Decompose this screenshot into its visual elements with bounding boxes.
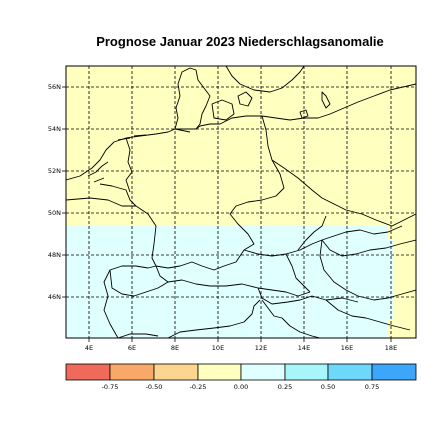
lat-label-48n: 48N [48, 251, 61, 259]
lat-label-50n: 50N [48, 209, 61, 217]
colorbar-label-6: 0.50 [321, 383, 335, 391]
lat-label-46n: 46N [48, 293, 61, 301]
lat-label-54n: 54N [48, 125, 61, 133]
colorbar-swatch-5 [240, 363, 286, 381]
tick-marks [62, 86, 392, 342]
lat-label-52n: 52N [48, 167, 61, 175]
colorbar [65, 363, 417, 381]
colorbar-swatch-4 [197, 363, 242, 381]
lon-labels: 4E 6E 8E 10E 12E 14E 16E 18E [85, 344, 397, 352]
colorbar-swatch-2 [109, 363, 155, 381]
colorbar-label-4: 0.00 [234, 383, 248, 391]
colorbar-label-2: -0.50 [146, 383, 163, 391]
lon-label-12e: 12E [255, 344, 267, 352]
lon-label-18e: 18E [385, 344, 397, 352]
colorbar-label-3: -0.25 [190, 383, 207, 391]
colorbar-swatch-1 [65, 363, 111, 381]
colorbar-label-1: -0.75 [102, 383, 119, 391]
anomaly-band-east-gap [388, 240, 394, 320]
lon-label-4e: 4E [85, 344, 93, 352]
colorbar-label-7: 0.75 [365, 383, 379, 391]
anomaly-fills [66, 66, 416, 338]
map-title: Prognose Januar 2023 Niederschlagsanomal… [96, 34, 384, 49]
map-frame [65, 65, 417, 339]
lat-label-56n: 56N [48, 83, 61, 91]
colorbar-swatch-8 [371, 363, 417, 381]
anomaly-band-north [66, 66, 416, 226]
lon-label-10e: 10E [212, 344, 224, 352]
lon-label-6e: 6E [128, 344, 136, 352]
lon-label-16e: 16E [341, 344, 353, 352]
colorbar-swatch-7 [327, 363, 373, 381]
colorbar-labels: -0.75 -0.50 -0.25 0.00 0.25 0.50 0.75 [102, 383, 380, 391]
colorbar-swatch-3 [153, 363, 199, 381]
colorbar-label-5: 0.25 [278, 383, 292, 391]
lon-label-14e: 14E [298, 344, 310, 352]
lat-labels: 56N 54N 52N 50N 48N 46N [48, 83, 61, 301]
coastlines-and-borders [66, 66, 416, 338]
anomaly-band-south [66, 226, 416, 338]
lon-label-8e: 8E [171, 344, 179, 352]
colorbar-swatch-6 [284, 363, 329, 381]
